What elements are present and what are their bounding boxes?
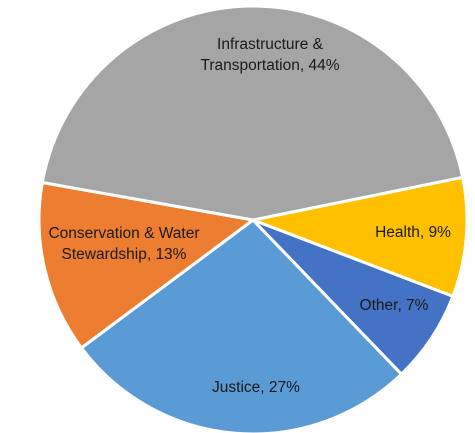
pie-label-health: Health, 9%: [375, 224, 451, 241]
pie-label-line: Transportation, 44%: [200, 57, 339, 74]
pie-label-justice: Justice, 27%: [212, 379, 300, 396]
pie-slice-infrastructure-transportation: [40, 4, 465, 222]
pie-slice-justice: [79, 218, 403, 433]
pie-label-infrastructure-transportation: Infrastructure & Transportation, 44%: [200, 36, 339, 74]
pie-label-line: Other, 7%: [360, 297, 429, 314]
pie-label-conservation-water-stewardship: Conservation & Water Stewardship, 13%: [48, 225, 199, 263]
pie-slice-health: [251, 175, 469, 298]
pie-label-line: Infrastructure &: [217, 36, 324, 53]
pie-label-line: Stewardship, 13%: [62, 246, 187, 263]
pie-label-line: Health, 9%: [375, 224, 451, 241]
pie-slices: [37, 4, 469, 433]
pie-label-other: Other, 7%: [360, 297, 429, 314]
pie-slice-conservation-water-stewardship: [37, 180, 255, 350]
pie-label-line: Justice, 27%: [212, 379, 300, 396]
pie-labels: Health, 9% Other, 7% Justice, 27% Conservat…: [48, 36, 451, 396]
pie-label-line: Conservation & Water: [48, 225, 199, 242]
